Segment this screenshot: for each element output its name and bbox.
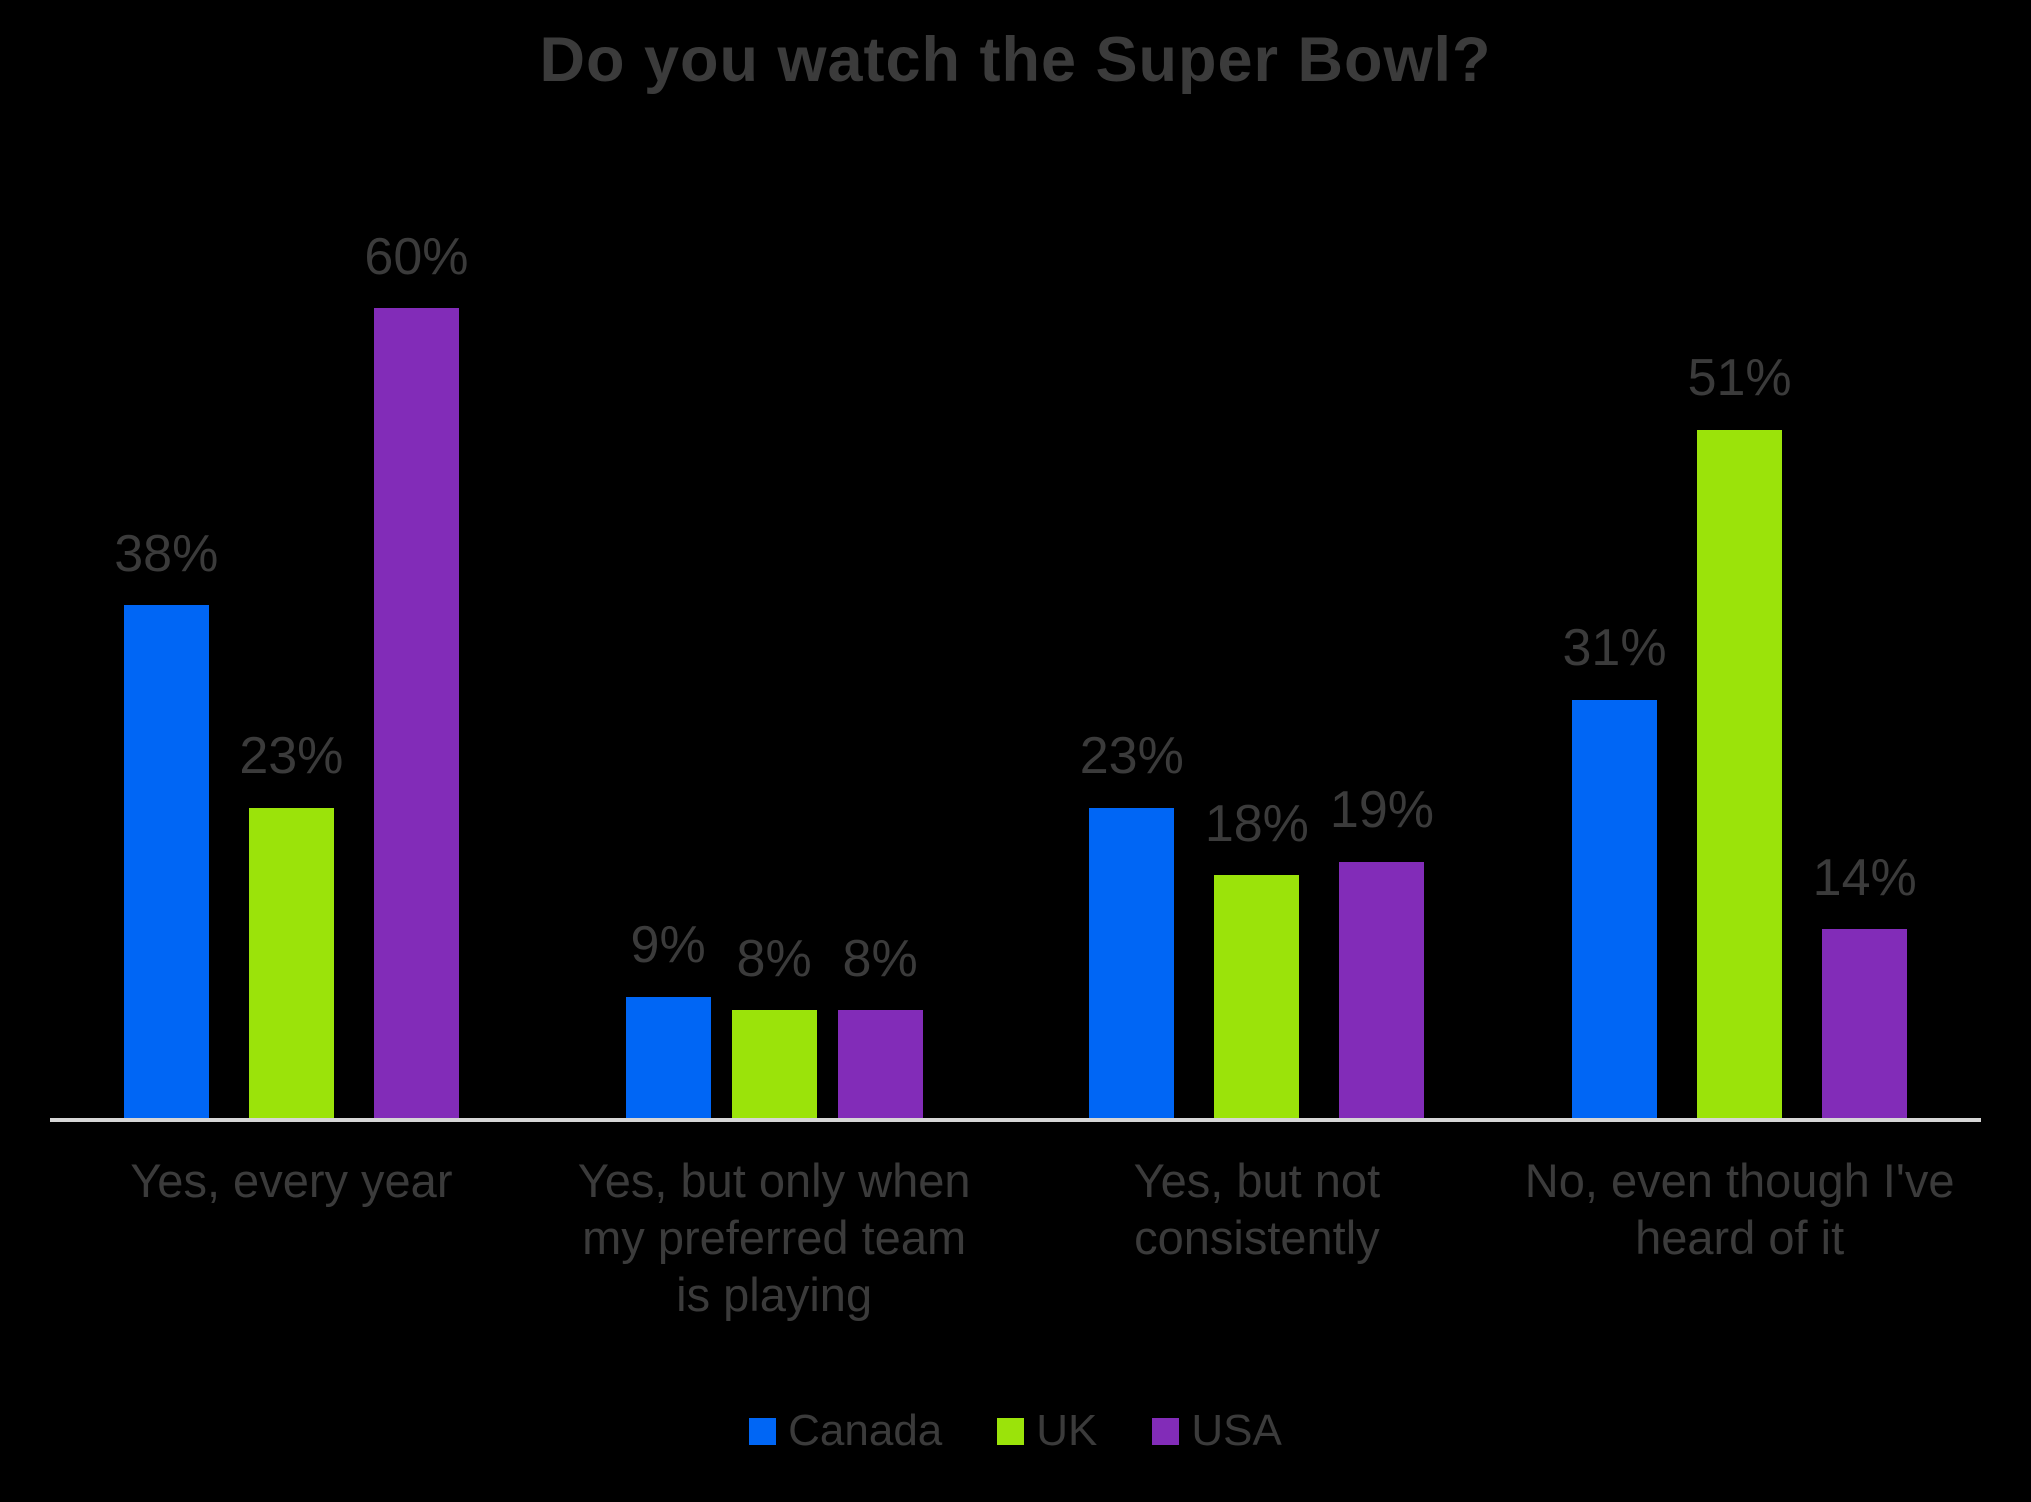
- category-label-3: Yes, but not consistently: [1016, 1152, 1499, 1323]
- bar-wrap-uk: 18%: [1204, 794, 1309, 1118]
- bar-canada: [1572, 699, 1658, 1118]
- x-axis-line: [50, 1118, 1981, 1122]
- bar-wrap-canada: 31%: [1563, 620, 1667, 1118]
- bar-value-label: 31%: [1562, 619, 1667, 678]
- bar-uk: [1697, 429, 1783, 1118]
- category-label-2: Yes, but only when my preferred team is …: [533, 1152, 1016, 1323]
- bar-value-label: 60%: [364, 227, 469, 286]
- bar-group-1: 38% 23% 60%: [50, 0, 533, 1118]
- bar-value-label: 51%: [1687, 349, 1792, 408]
- bar-wrap-usa: 60%: [364, 227, 469, 1118]
- bar-canada: [625, 996, 711, 1118]
- legend-label-uk: UK: [1036, 1406, 1098, 1455]
- bar-value-label: 8%: [736, 929, 812, 988]
- bar-canada: [123, 605, 209, 1118]
- bar-uk: [1214, 875, 1300, 1118]
- bar-group-2: 9% 8% 8%: [533, 0, 1016, 1118]
- bar-value-label: 38%: [114, 524, 219, 583]
- bar-groups: 38% 23% 60% 9% 8% 8% 23% 18% 19% 31% 51% 14%: [50, 0, 1981, 1118]
- bar-value-label: 8%: [842, 929, 918, 988]
- legend-label-usa: USA: [1191, 1406, 1282, 1455]
- category-label-4: No, even though I've heard of it: [1498, 1152, 1981, 1323]
- legend-item-uk: UK: [997, 1406, 1097, 1456]
- bar-value-label: 14%: [1812, 848, 1917, 907]
- plot-area: 38% 23% 60% 9% 8% 8% 23% 18% 19% 31% 51% 14%: [50, 0, 1981, 1118]
- bar-group-3: 23% 18% 19%: [1016, 0, 1499, 1118]
- bar-value-label: 23%: [1079, 727, 1184, 786]
- bar-usa: [373, 308, 459, 1118]
- bar-wrap-uk: 23%: [239, 728, 343, 1118]
- x-axis-category-labels: Yes, every year Yes, but only when my pre…: [50, 1152, 1981, 1323]
- legend-swatch-uk: [997, 1417, 1025, 1445]
- bar-uk: [248, 807, 334, 1118]
- bar-usa: [1339, 861, 1425, 1118]
- category-label-text: Yes, every year: [130, 1154, 453, 1207]
- bar-wrap-canada: 23%: [1080, 728, 1184, 1118]
- category-label-text: Yes, but only when my preferred team is …: [577, 1154, 971, 1321]
- legend-swatch-canada: [749, 1417, 777, 1445]
- bar-usa: [837, 1010, 923, 1118]
- bar-wrap-usa: 19%: [1330, 782, 1434, 1118]
- bar-group-4: 31% 51% 14%: [1498, 0, 1981, 1118]
- bar-value-label: 9%: [630, 916, 706, 975]
- bar-wrap-canada: 38%: [114, 524, 219, 1118]
- bar-wrap-uk: 51%: [1688, 350, 1792, 1118]
- bar-value-label: 18%: [1204, 794, 1309, 853]
- category-label-text: No, even though I've heard of it: [1524, 1154, 1955, 1264]
- bar-usa: [1822, 929, 1908, 1118]
- category-label-text: Yes, but not consistently: [1133, 1154, 1381, 1264]
- legend-swatch-usa: [1152, 1417, 1180, 1445]
- bar-canada: [1089, 807, 1175, 1118]
- legend: Canada UK USA: [0, 1406, 2031, 1456]
- legend-item-usa: USA: [1152, 1406, 1282, 1456]
- chart-title: Do you watch the Super Bowl?: [539, 25, 1492, 95]
- bar-wrap-usa: 14%: [1812, 848, 1917, 1118]
- bar-uk: [731, 1010, 817, 1118]
- bar-wrap-usa: 8%: [837, 929, 923, 1118]
- bar-value-label: 19%: [1329, 781, 1434, 840]
- category-label-1: Yes, every year: [50, 1152, 533, 1323]
- legend-item-canada: Canada: [749, 1406, 942, 1456]
- bar-wrap-uk: 8%: [731, 929, 817, 1118]
- bar-wrap-canada: 9%: [625, 916, 711, 1118]
- legend-label-canada: Canada: [788, 1406, 943, 1455]
- bar-value-label: 23%: [239, 727, 344, 786]
